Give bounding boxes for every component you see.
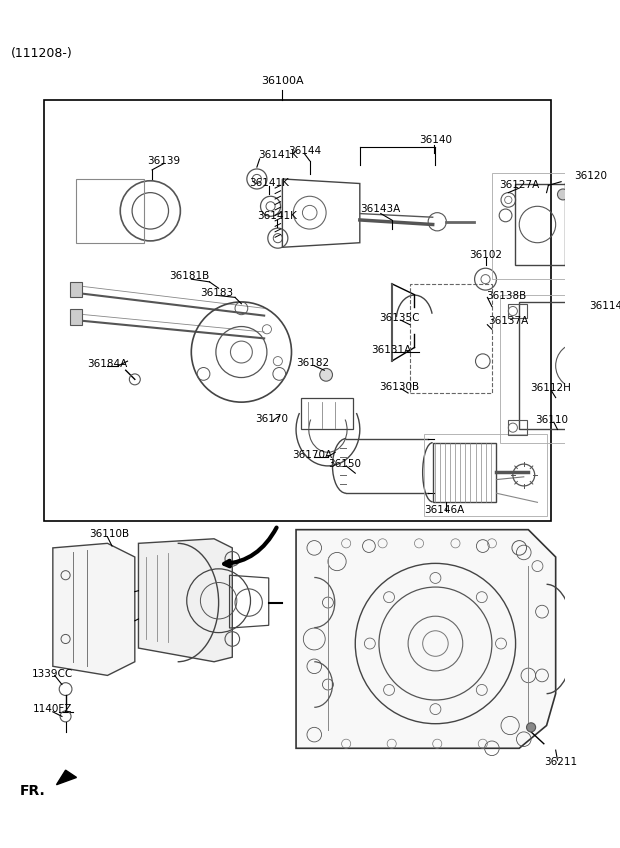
Text: 36170A: 36170A bbox=[293, 450, 332, 460]
Text: 36120: 36120 bbox=[574, 171, 607, 181]
Text: 36138B: 36138B bbox=[486, 291, 526, 300]
Text: 36184A: 36184A bbox=[87, 359, 128, 369]
Text: 36150: 36150 bbox=[328, 459, 361, 469]
Text: 36140: 36140 bbox=[419, 135, 452, 145]
Text: 36135C: 36135C bbox=[379, 313, 419, 323]
Text: 36143A: 36143A bbox=[361, 204, 401, 214]
Polygon shape bbox=[296, 530, 556, 748]
Text: 36146A: 36146A bbox=[425, 505, 464, 515]
Polygon shape bbox=[53, 544, 135, 675]
Circle shape bbox=[526, 722, 536, 732]
Text: FR.: FR. bbox=[20, 784, 46, 798]
Text: 36182: 36182 bbox=[296, 358, 329, 368]
Text: 36144: 36144 bbox=[288, 146, 321, 156]
Polygon shape bbox=[70, 282, 82, 298]
Text: 36183: 36183 bbox=[200, 287, 233, 298]
Circle shape bbox=[557, 189, 569, 200]
Text: 36170: 36170 bbox=[255, 414, 288, 423]
Text: (111208-): (111208-) bbox=[11, 47, 73, 59]
Text: 1339CC: 1339CC bbox=[32, 668, 73, 678]
Bar bbox=[44, 100, 551, 521]
Text: 36110: 36110 bbox=[536, 416, 569, 426]
Text: 36131A: 36131A bbox=[371, 345, 412, 355]
Text: 36112H: 36112H bbox=[529, 382, 570, 393]
Text: 36139: 36139 bbox=[148, 156, 180, 165]
Text: 36141K: 36141K bbox=[257, 211, 297, 221]
Text: 1140FZ: 1140FZ bbox=[33, 704, 73, 714]
Text: 36211: 36211 bbox=[544, 757, 577, 767]
Text: 36141K: 36141K bbox=[249, 177, 289, 187]
Polygon shape bbox=[56, 770, 76, 784]
Text: 36100A: 36100A bbox=[261, 75, 304, 86]
Text: 36110B: 36110B bbox=[89, 529, 130, 539]
Polygon shape bbox=[138, 538, 232, 661]
Text: 36181B: 36181B bbox=[169, 271, 210, 282]
Text: 36141K: 36141K bbox=[258, 150, 298, 160]
Bar bbox=[410, 284, 492, 393]
Text: 36102: 36102 bbox=[469, 249, 502, 259]
Text: 36137A: 36137A bbox=[488, 316, 528, 326]
Polygon shape bbox=[70, 310, 82, 325]
Text: 36127A: 36127A bbox=[499, 181, 539, 190]
Text: 36114E: 36114E bbox=[588, 302, 620, 311]
Circle shape bbox=[320, 368, 332, 382]
Text: 36130B: 36130B bbox=[379, 382, 419, 392]
